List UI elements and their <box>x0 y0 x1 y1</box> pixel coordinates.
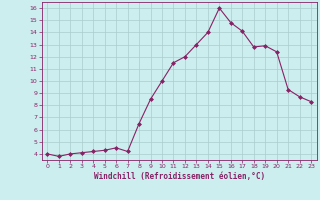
X-axis label: Windchill (Refroidissement éolien,°C): Windchill (Refroidissement éolien,°C) <box>94 172 265 181</box>
